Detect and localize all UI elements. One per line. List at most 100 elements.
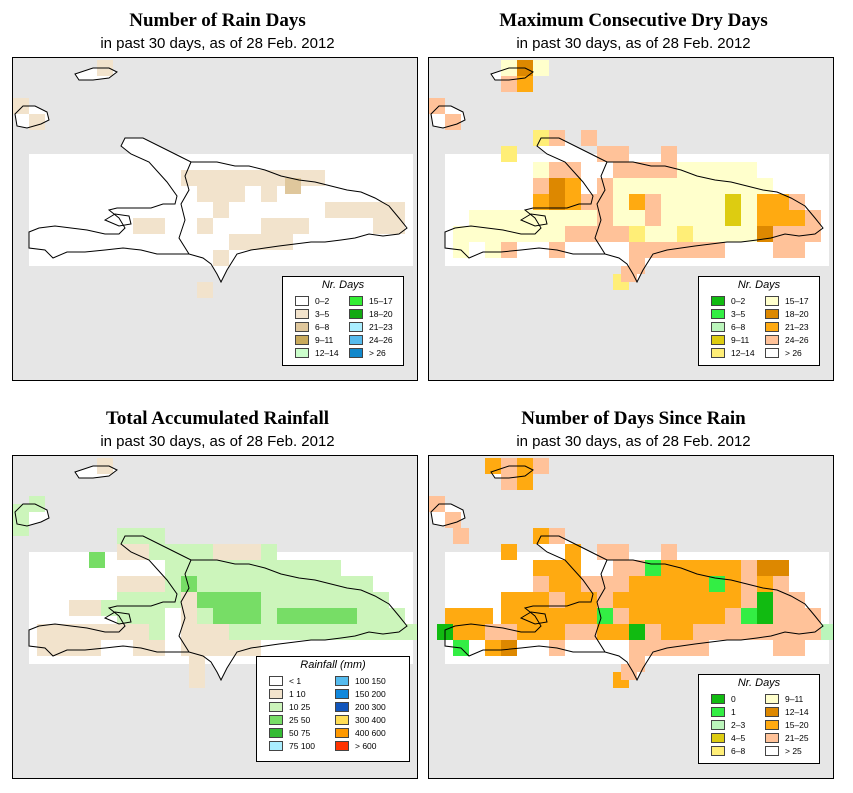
grid-cell (197, 170, 213, 186)
grid-cell (485, 226, 501, 242)
grid-cell (757, 576, 773, 592)
grid-cell (797, 170, 813, 186)
grid-cell (229, 544, 245, 560)
grid-cell (757, 608, 773, 624)
grid-cell (237, 218, 253, 234)
legend-label: 100 150 (355, 676, 386, 686)
grid-cell (213, 608, 229, 624)
legend-swatch (269, 741, 283, 751)
grid-cell (725, 194, 741, 210)
grid-cell (277, 608, 293, 624)
grid-cell (445, 512, 461, 528)
grid-cell (661, 178, 677, 194)
grid-cell (741, 592, 757, 608)
grid-cell (357, 608, 373, 624)
grid-cell (565, 210, 581, 226)
grid-cell (109, 202, 125, 218)
grid-cell (613, 194, 629, 210)
grid-cell (757, 560, 773, 576)
grid-cell (565, 576, 581, 592)
grid-cell (645, 624, 661, 640)
grid-cell (613, 608, 629, 624)
legend-swatch (711, 707, 725, 717)
grid-cell (309, 576, 325, 592)
grid-cell (61, 154, 77, 170)
grid-cell (365, 186, 381, 202)
panel-max-dry-days: Maximum Consecutive Dry Days in past 30 … (428, 0, 839, 388)
grid-cell (597, 608, 613, 624)
grid-cell (245, 170, 261, 186)
grid-cell (117, 576, 133, 592)
grid-cell (93, 154, 109, 170)
grid-cell (157, 202, 173, 218)
grid-cell (517, 592, 533, 608)
grid-cell (501, 146, 517, 162)
grid-cell (725, 608, 741, 624)
grid-cell (141, 186, 157, 202)
grid-cell (301, 154, 317, 170)
grid-cell (645, 178, 661, 194)
grid-cell (29, 234, 45, 250)
grid-cell (661, 624, 677, 640)
legend-swatch (711, 322, 725, 332)
grid-cell (293, 560, 309, 576)
grid-cell (333, 218, 349, 234)
grid-cell (813, 154, 829, 170)
grid-cell (725, 226, 741, 242)
grid-cell (549, 576, 565, 592)
legend-swatch (335, 741, 349, 751)
map-days-since-rain: Nr. Days 0 1 2–3 4–5 6–8 9–11 12–14 15–20 21–25 >… (428, 455, 834, 779)
grid-cell (149, 624, 165, 640)
grid-cell (533, 226, 549, 242)
grid-cell (189, 234, 205, 250)
panel-rain-days: Number of Rain Days in past 30 days, as … (12, 0, 423, 388)
grid-cell (245, 560, 261, 576)
grid-cell (325, 560, 341, 576)
grid-cell (301, 186, 317, 202)
grid-cell (125, 202, 141, 218)
grid-cell (461, 584, 477, 600)
grid-cell (261, 592, 277, 608)
grid-cell (309, 624, 325, 640)
grid-cell (77, 234, 93, 250)
grid-cell (565, 194, 581, 210)
grid-cell (109, 234, 125, 250)
grid-cell (125, 170, 141, 186)
grid-cell (261, 218, 277, 234)
map-canvas (13, 60, 413, 298)
legend: Nr. Days 0 1 2–3 4–5 6–8 9–11 12–14 15–20 21–25 >… (698, 674, 820, 764)
grid-cell (605, 250, 621, 266)
legend-label: 12–14 (315, 348, 339, 358)
coastline (74, 67, 118, 81)
legend-label: 12–14 (785, 707, 809, 717)
legend-swatch (295, 296, 309, 306)
grid-cell (149, 576, 165, 592)
grid-cell (781, 170, 797, 186)
grid-cell (605, 648, 621, 664)
grid-cell (293, 624, 309, 640)
grid-cell (69, 600, 85, 616)
grid-cell (709, 162, 725, 178)
grid-cell (757, 194, 773, 210)
grid-cell (725, 178, 741, 194)
grid-cell (613, 162, 629, 178)
grid-cell (469, 226, 485, 242)
grid-cell (45, 584, 61, 600)
grid-cell (29, 600, 45, 616)
grid-cell (61, 584, 77, 600)
legend-swatch (765, 296, 779, 306)
grid-cell (533, 592, 549, 608)
grid-cell (485, 210, 501, 226)
grid-cell (293, 576, 309, 592)
grid-cell (725, 560, 741, 576)
grid-cell (629, 624, 645, 640)
legend-swatch (765, 694, 779, 704)
grid-cell (85, 624, 101, 640)
grid-cell (581, 592, 597, 608)
legend-swatch (335, 689, 349, 699)
grid-cell (189, 656, 205, 672)
grid-cell (349, 170, 365, 186)
grid-cell (709, 560, 725, 576)
grid-cell (397, 186, 413, 202)
legend-label: 150 200 (355, 689, 386, 699)
